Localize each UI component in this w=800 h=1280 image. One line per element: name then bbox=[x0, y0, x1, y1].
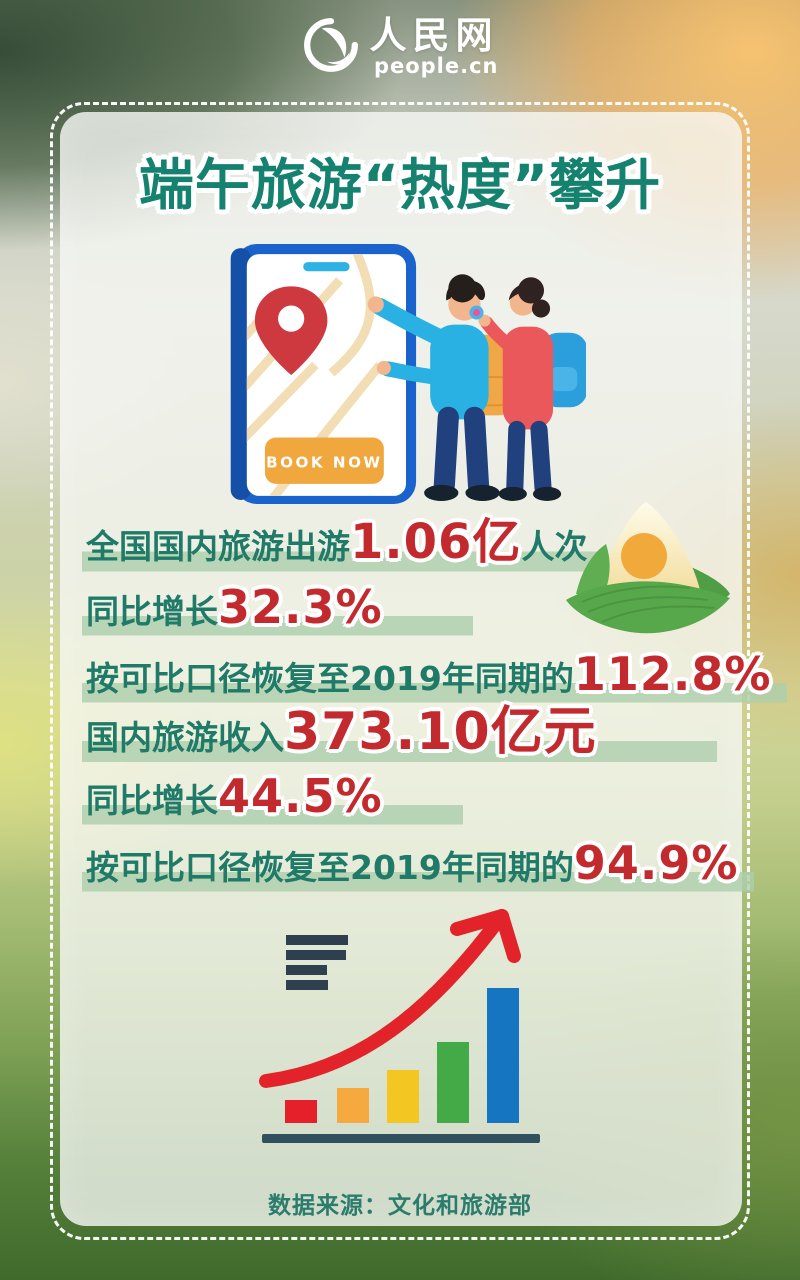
stat-prefix: 按可比口径恢复至2019年同期的 bbox=[86, 659, 574, 698]
chart-baseline bbox=[262, 1134, 540, 1143]
data-source-label: 数据来源：文化和旅游部 bbox=[268, 1193, 532, 1219]
brand-domain: people.cn bbox=[373, 54, 499, 78]
chart-text-line bbox=[286, 965, 327, 975]
people-cn-logo-icon bbox=[302, 16, 360, 78]
stat-value: 112.8% bbox=[573, 647, 772, 701]
stat-revenue-vs-2019: 按可比口径恢复至2019年同期的94.9% bbox=[82, 836, 755, 895]
book-now-button: BOOK NOW bbox=[264, 437, 384, 484]
stat-value: 94.9% bbox=[573, 836, 739, 890]
stat-revenue-yoy: 同比增长44.5% bbox=[82, 769, 463, 828]
people-cn-logo: 人民网 people.cn bbox=[0, 16, 800, 78]
brand-name: 人民网 bbox=[369, 14, 499, 57]
stat-value: 1.06亿 bbox=[350, 514, 522, 570]
growth-bar-chart bbox=[252, 898, 557, 1168]
trend-arrow-icon bbox=[259, 909, 521, 1088]
stat-prefix: 全国国内旅游出游 bbox=[86, 527, 350, 566]
zongzi-icon bbox=[558, 496, 740, 644]
stat-value: 373.10亿元 bbox=[284, 702, 597, 762]
chart-text-line bbox=[286, 980, 328, 990]
smartphone-map: BOOK NOW bbox=[230, 244, 417, 504]
poster-title: 端午旅游“热度”攀升 bbox=[138, 153, 662, 217]
stat-trips: 全国国内旅游出游1.06亿人次 bbox=[82, 514, 604, 575]
stat-suffix: 人次 bbox=[521, 527, 588, 566]
chart-bar bbox=[387, 1070, 419, 1123]
phone-speaker bbox=[303, 262, 350, 272]
stat-prefix: 按可比口径恢复至2019年同期的 bbox=[86, 848, 574, 887]
chart-bar bbox=[437, 1042, 469, 1123]
stat-value: 32.3% bbox=[218, 580, 383, 634]
stat-trips-vs-2019: 按可比口径恢复至2019年同期的112.8% bbox=[82, 647, 788, 706]
chart-text-line bbox=[286, 950, 346, 960]
location-pin-icon bbox=[254, 286, 328, 376]
chart-bar bbox=[487, 988, 519, 1123]
stat-prefix: 同比增长 bbox=[86, 781, 218, 820]
stat-prefix: 国内旅游收入 bbox=[86, 718, 284, 757]
stat-revenue: 国内旅游收入373.10亿元 bbox=[82, 702, 717, 767]
stat-value: 44.5% bbox=[218, 769, 383, 823]
travel-booking-illustration: BOOK NOW bbox=[226, 238, 588, 508]
chart-bar bbox=[285, 1100, 317, 1123]
svg-text:BOOK NOW: BOOK NOW bbox=[266, 454, 382, 472]
female-traveler bbox=[469, 277, 588, 501]
stat-prefix: 同比增长 bbox=[86, 592, 218, 631]
chart-text-line bbox=[286, 935, 348, 945]
stat-trips-yoy: 同比增长32.3% bbox=[82, 580, 473, 639]
chart-bar bbox=[337, 1088, 369, 1123]
